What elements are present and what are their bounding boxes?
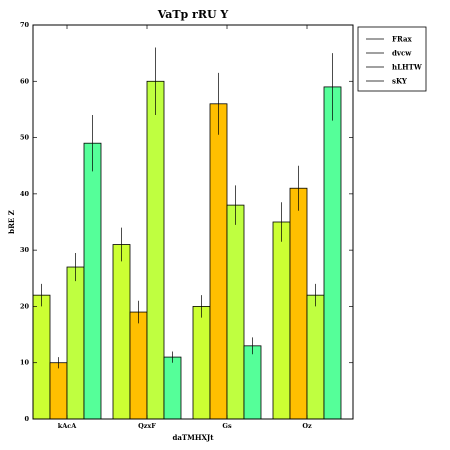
bar-dvcw-Oz xyxy=(289,187,308,420)
y-tick-label: 70 xyxy=(20,21,30,29)
plot-frame xyxy=(32,24,354,420)
legend-label-hLHTW: hLHTW xyxy=(392,63,422,72)
x-axis-label: daTMHXJt xyxy=(173,433,215,442)
legend: FRax dvcw hLHTW sKY xyxy=(357,26,427,92)
bar-dvcw-Gs xyxy=(209,103,228,420)
bar-sKY-kAcA xyxy=(83,142,102,420)
error-bars-group xyxy=(41,47,333,369)
y-tick-label: 10 xyxy=(20,359,30,367)
legend-label-FRax: FRax xyxy=(392,35,412,44)
y-axis-ticks: 0 10 20 30 40 50 60 70 xyxy=(20,21,353,423)
bar-sKY-Oz xyxy=(323,86,342,420)
x-tick-label: QzxF xyxy=(138,422,156,430)
x-tick-label: kAcA xyxy=(58,422,78,430)
bar-hLHTW-Oz xyxy=(306,294,325,420)
legend-label-dvcw: dvcw xyxy=(392,49,412,58)
x-tick-label: Oz xyxy=(302,422,312,430)
legend-frame xyxy=(357,26,427,92)
bar-dvcw-QzxF xyxy=(129,311,148,420)
bar-sKY-Gs xyxy=(243,345,262,420)
bar-FRax-Gs xyxy=(192,306,211,420)
bar-hLHTW-Gs xyxy=(226,204,245,420)
bar-FRax-Oz xyxy=(272,221,291,420)
bar-hLHTW-QzxF xyxy=(146,80,165,420)
bar-sKY-QzxF xyxy=(163,356,182,420)
bars-group xyxy=(32,80,342,420)
y-tick-label: 60 xyxy=(20,77,30,85)
y-tick-label: 20 xyxy=(20,302,30,310)
y-tick-label: 0 xyxy=(24,415,29,423)
legend-label-sKY: sKY xyxy=(392,77,408,86)
bar-dvcw-kAcA xyxy=(49,362,68,420)
y-axis-label: bRE Z xyxy=(7,210,16,234)
y-tick-label: 40 xyxy=(20,190,30,198)
bar-hLHTW-kAcA xyxy=(66,266,85,420)
y-tick-label: 50 xyxy=(20,134,30,142)
chart-title: VaTp rRU Y xyxy=(157,8,229,21)
y-tick-label: 30 xyxy=(20,246,30,254)
x-tick-label: Gs xyxy=(222,422,232,430)
bar-FRax-kAcA xyxy=(32,294,51,420)
bar-FRax-QzxF xyxy=(112,244,131,420)
x-axis-ticks: kAcA QzxF Gs Oz xyxy=(58,25,312,430)
